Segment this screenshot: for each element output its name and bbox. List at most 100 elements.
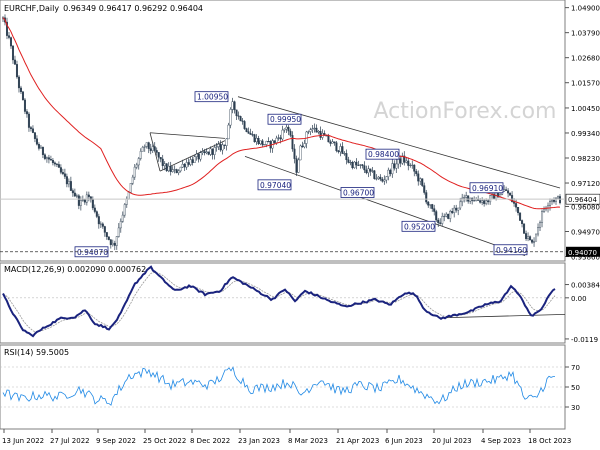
- candlestick: [315, 124, 318, 133]
- x-tick-label: 9 Sep 2022: [96, 437, 136, 445]
- candlestick: [385, 176, 388, 184]
- candlestick: [307, 130, 310, 135]
- candlestick: [431, 203, 434, 212]
- candlestick: [65, 173, 68, 188]
- candlestick: [403, 151, 406, 166]
- price-annotation: 0.95200: [401, 220, 436, 232]
- candlestick: [549, 198, 552, 211]
- candlestick: [153, 142, 156, 152]
- candlestick: [239, 115, 242, 122]
- candlestick: [161, 154, 164, 170]
- candlestick: [133, 164, 136, 180]
- candlestick: [25, 109, 28, 118]
- candlestick: [299, 144, 302, 161]
- candlestick: [81, 195, 84, 202]
- candlestick: [119, 218, 122, 233]
- macd-tick-label: -0.0119: [571, 336, 598, 344]
- candlestick: [283, 128, 286, 133]
- candlestick: [423, 182, 426, 195]
- candlestick: [337, 150, 340, 154]
- price-tick-label: 0.96080: [571, 203, 600, 211]
- candlestick: [523, 223, 526, 234]
- candlestick: [195, 150, 198, 161]
- candlestick: [419, 177, 422, 186]
- candlestick: [57, 161, 60, 168]
- price-tick-label: 1.02680: [571, 55, 600, 63]
- candlestick: [41, 146, 44, 159]
- candlestick: [439, 218, 442, 225]
- price-tick-label: 0.93860: [571, 254, 600, 262]
- candlestick: [455, 204, 458, 213]
- rsi-label: RSI(14) 59.5005: [4, 348, 69, 357]
- candlestick: [219, 140, 222, 152]
- candlestick: [531, 239, 534, 244]
- candlestick: [51, 158, 54, 166]
- rsi-axis: 70 50 30: [0, 364, 580, 412]
- candlestick: [167, 162, 170, 173]
- candlestick: [507, 188, 510, 198]
- candlestick: [157, 151, 160, 162]
- candlestick: [297, 157, 300, 174]
- candlestick: [85, 191, 88, 206]
- candlestick: [517, 207, 520, 216]
- candlestick: [87, 191, 90, 202]
- candlestick: [77, 194, 80, 210]
- candlestick: [487, 199, 490, 205]
- candlestick: [427, 201, 430, 208]
- annotation-label: 1.00950: [197, 93, 228, 102]
- candlestick: [55, 163, 58, 168]
- rsi-tick-label: 30: [571, 404, 580, 412]
- candlestick: [183, 163, 186, 171]
- x-tick-label: 18 Oct 2023: [528, 437, 571, 445]
- candlestick: [457, 207, 460, 216]
- candlestick: [361, 163, 364, 169]
- candlestick: [435, 209, 438, 222]
- macd-main-line: [2, 265, 556, 338]
- candlestick: [163, 161, 166, 171]
- candlestick: [383, 175, 386, 185]
- candlestick: [359, 164, 362, 169]
- price-annotation: 0.96700: [340, 187, 375, 198]
- x-tick-label: 8 Dec 2022: [190, 437, 230, 445]
- candlestick: [553, 197, 556, 204]
- candlestick: [95, 210, 98, 219]
- candlestick: [53, 161, 56, 167]
- candlestick: [67, 178, 70, 188]
- price-tick-label: 1.00450: [571, 105, 600, 113]
- candlestick: [339, 143, 342, 157]
- candlestick: [363, 161, 366, 173]
- candlestick: [225, 138, 228, 151]
- candlestick: [319, 126, 322, 141]
- candlestick: [303, 139, 306, 149]
- price-annotation: 0.98400: [365, 148, 400, 160]
- candlestick: [201, 148, 204, 156]
- candlestick: [21, 90, 24, 101]
- candlestick: [249, 128, 252, 135]
- price-annotation: 0.97040: [257, 179, 292, 191]
- candlestick: [135, 162, 138, 170]
- candlestick: [281, 125, 284, 141]
- x-tick-label: 25 Oct 2022: [143, 437, 186, 445]
- candlestick: [535, 233, 538, 242]
- candlestick: [401, 152, 404, 165]
- x-axis: 13 Jun 2022 27 Jul 2022 9 Sep 2022 25 Oct 2…: [2, 429, 571, 445]
- candlestick: [221, 142, 224, 155]
- candlestick: [465, 191, 468, 202]
- candlestick: [259, 140, 262, 146]
- candlestick: [371, 166, 374, 173]
- candlestick: [247, 127, 250, 134]
- candlestick: [229, 107, 232, 129]
- candlestick: [131, 174, 134, 186]
- candlestick: [7, 31, 10, 40]
- candlestick: [115, 236, 118, 250]
- annotation-label: 0.96700: [343, 188, 374, 197]
- candlestick: [453, 205, 456, 218]
- candlestick: [341, 142, 344, 154]
- candlestick: [407, 157, 410, 171]
- candlestick: [61, 168, 64, 176]
- candlestick: [355, 158, 358, 170]
- candlestick: [331, 139, 334, 144]
- candlestick: [243, 120, 246, 130]
- watermark: ActionForex.com: [374, 99, 557, 124]
